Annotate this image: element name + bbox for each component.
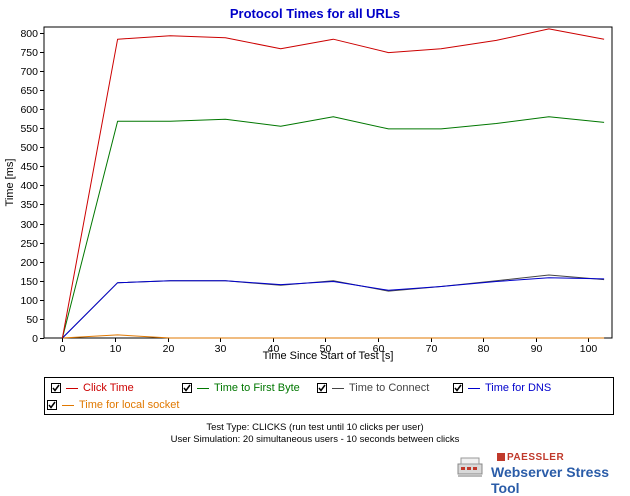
- brand-product: Webserver Stress Tool: [491, 464, 610, 496]
- checkbox-checked-icon[interactable]: [317, 383, 327, 393]
- legend-label: Time to First Byte: [214, 382, 300, 394]
- y-tick-label: 200: [20, 257, 38, 269]
- y-tick-label: 0: [32, 333, 38, 345]
- x-tick-label: 80: [478, 343, 490, 355]
- x-tick-label: 20: [163, 343, 175, 355]
- y-tick-label: 500: [20, 142, 38, 154]
- y-tick-label: 650: [20, 85, 38, 97]
- y-tick-label: 300: [20, 219, 38, 231]
- legend-label: Time to Connect: [349, 382, 430, 394]
- legend-label: Click Time: [83, 382, 134, 394]
- y-tick-label: 100: [20, 295, 38, 307]
- x-tick-label: 60: [373, 343, 385, 355]
- x-tick-label: 70: [426, 343, 438, 355]
- series-line-time-for-dns: [62, 277, 605, 339]
- x-tick-label: 10: [110, 343, 122, 355]
- x-tick-label: 90: [531, 343, 543, 355]
- legend-item-time-to-first-byte[interactable]: Time to First Byte: [182, 381, 300, 395]
- y-tick-label: 600: [20, 104, 38, 116]
- series-line-time-to-first-byte: [61, 116, 605, 339]
- x-tick-label: 0: [60, 343, 66, 355]
- brand-logo: PAESSLER Webserver Stress Tool: [455, 452, 630, 496]
- legend-swatch-click-time: [66, 387, 78, 389]
- y-tick-label: 550: [20, 123, 38, 135]
- legend-swatch-time-for-local-socket: [62, 404, 74, 406]
- paessler-icon: [497, 453, 505, 461]
- x-tick-label: 50: [320, 343, 332, 355]
- legend-item-click-time[interactable]: Click Time: [51, 381, 134, 395]
- legend: Click Time Time to First Byte Time to Co…: [44, 377, 614, 415]
- legend-item-time-for-local-socket[interactable]: Time for local socket: [47, 398, 179, 412]
- y-tick-label: 800: [20, 28, 38, 40]
- legend-label: Time for local socket: [79, 399, 180, 411]
- user-simulation-text: User Simulation: 20 simultaneous users -…: [170, 434, 460, 445]
- series-line-click-time: [61, 28, 605, 339]
- legend-swatch-time-for-dns: [468, 387, 480, 389]
- legend-item-time-to-connect[interactable]: Time to Connect: [317, 381, 429, 395]
- y-tick-label: 400: [20, 180, 38, 192]
- y-tick-label: 700: [20, 66, 38, 78]
- checkbox-checked-icon[interactable]: [453, 383, 463, 393]
- plot-frame: [43, 26, 613, 339]
- y-tick-label: 50: [26, 314, 38, 326]
- stress-tool-logo-icon: [457, 457, 483, 477]
- checkbox-checked-icon[interactable]: [47, 400, 57, 410]
- chart-plot: 0501001502002503003504004505005506006507…: [4, 26, 613, 362]
- y-tick-label: 750: [20, 47, 38, 59]
- x-tick-label: 100: [580, 343, 598, 355]
- y-axis-label: Time [ms]: [4, 159, 16, 207]
- legend-item-time-for-dns[interactable]: Time for DNS: [453, 381, 551, 395]
- y-tick-label: 350: [20, 199, 38, 211]
- legend-swatch-time-to-first-byte: [197, 387, 209, 389]
- test-type-text: Test Type: CLICKS (run test until 10 cli…: [206, 422, 424, 433]
- y-tick-label: 450: [20, 161, 38, 173]
- brand-company: PAESSLER: [497, 452, 564, 463]
- y-tick-label: 150: [20, 276, 38, 288]
- legend-label: Time for DNS: [485, 382, 552, 394]
- legend-swatch-time-to-connect: [332, 387, 344, 389]
- checkbox-checked-icon[interactable]: [182, 383, 192, 393]
- x-axis-label: Time Since Start of Test [s]: [263, 350, 394, 362]
- x-tick-label: 40: [268, 343, 280, 355]
- chart-title: Protocol Times for all URLs: [229, 6, 401, 21]
- checkbox-checked-icon[interactable]: [51, 383, 61, 393]
- series-line-time-for-local-socket: [62, 334, 605, 339]
- y-tick-label: 250: [20, 238, 38, 250]
- x-tick-label: 30: [215, 343, 227, 355]
